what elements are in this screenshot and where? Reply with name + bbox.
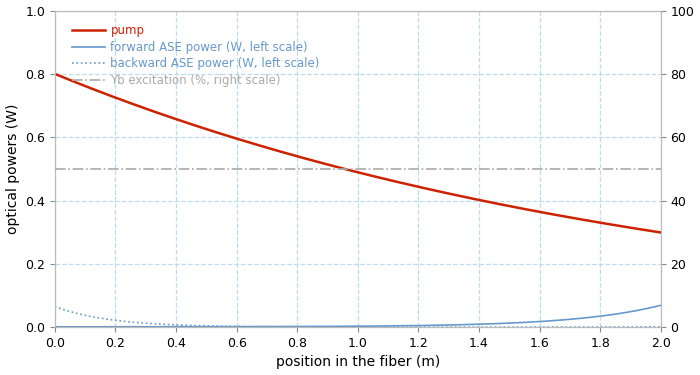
backward ASE power (W, left scale) [412,325,420,329]
pump [412,184,420,188]
backward ASE power (W, left scale) [50,304,59,309]
forward ASE power (W, left scale) [339,324,347,328]
Line: forward ASE power (W, left scale): forward ASE power (W, left scale) [55,305,661,327]
pump [379,176,387,181]
Y-axis label: optical powers (W): optical powers (W) [6,104,20,234]
Yb excitation (%, right scale) [412,166,420,171]
backward ASE power (W, left scale) [549,325,557,329]
X-axis label: position in the fiber (m): position in the fiber (m) [276,356,440,369]
pump [342,167,351,172]
backward ASE power (W, left scale) [339,325,347,329]
pump [50,72,59,76]
backward ASE power (W, left scale) [643,325,652,329]
Yb excitation (%, right scale) [50,166,59,171]
pump [642,228,650,232]
Yb excitation (%, right scale) [339,166,347,171]
pump [657,230,665,235]
forward ASE power (W, left scale) [657,303,665,307]
forward ASE power (W, left scale) [50,325,59,329]
backward ASE power (W, left scale) [657,325,665,329]
Yb excitation (%, right scale) [657,166,665,171]
forward ASE power (W, left scale) [642,306,650,311]
backward ASE power (W, left scale) [342,325,351,329]
Line: pump: pump [55,74,661,232]
forward ASE power (W, left scale) [412,323,420,328]
pump [547,212,556,216]
Line: backward ASE power (W, left scale): backward ASE power (W, left scale) [55,307,661,327]
Yb excitation (%, right scale) [379,166,387,171]
forward ASE power (W, left scale) [342,324,351,328]
forward ASE power (W, left scale) [379,324,387,328]
forward ASE power (W, left scale) [547,318,556,323]
backward ASE power (W, left scale) [379,325,387,329]
Yb excitation (%, right scale) [642,166,650,171]
Yb excitation (%, right scale) [342,166,351,171]
Yb excitation (%, right scale) [547,166,556,171]
pump [339,166,347,171]
Legend: pump, forward ASE power (W, left scale), backward ASE power (W, left scale), Yb : pump, forward ASE power (W, left scale),… [66,20,325,92]
backward ASE power (W, left scale) [462,325,470,329]
